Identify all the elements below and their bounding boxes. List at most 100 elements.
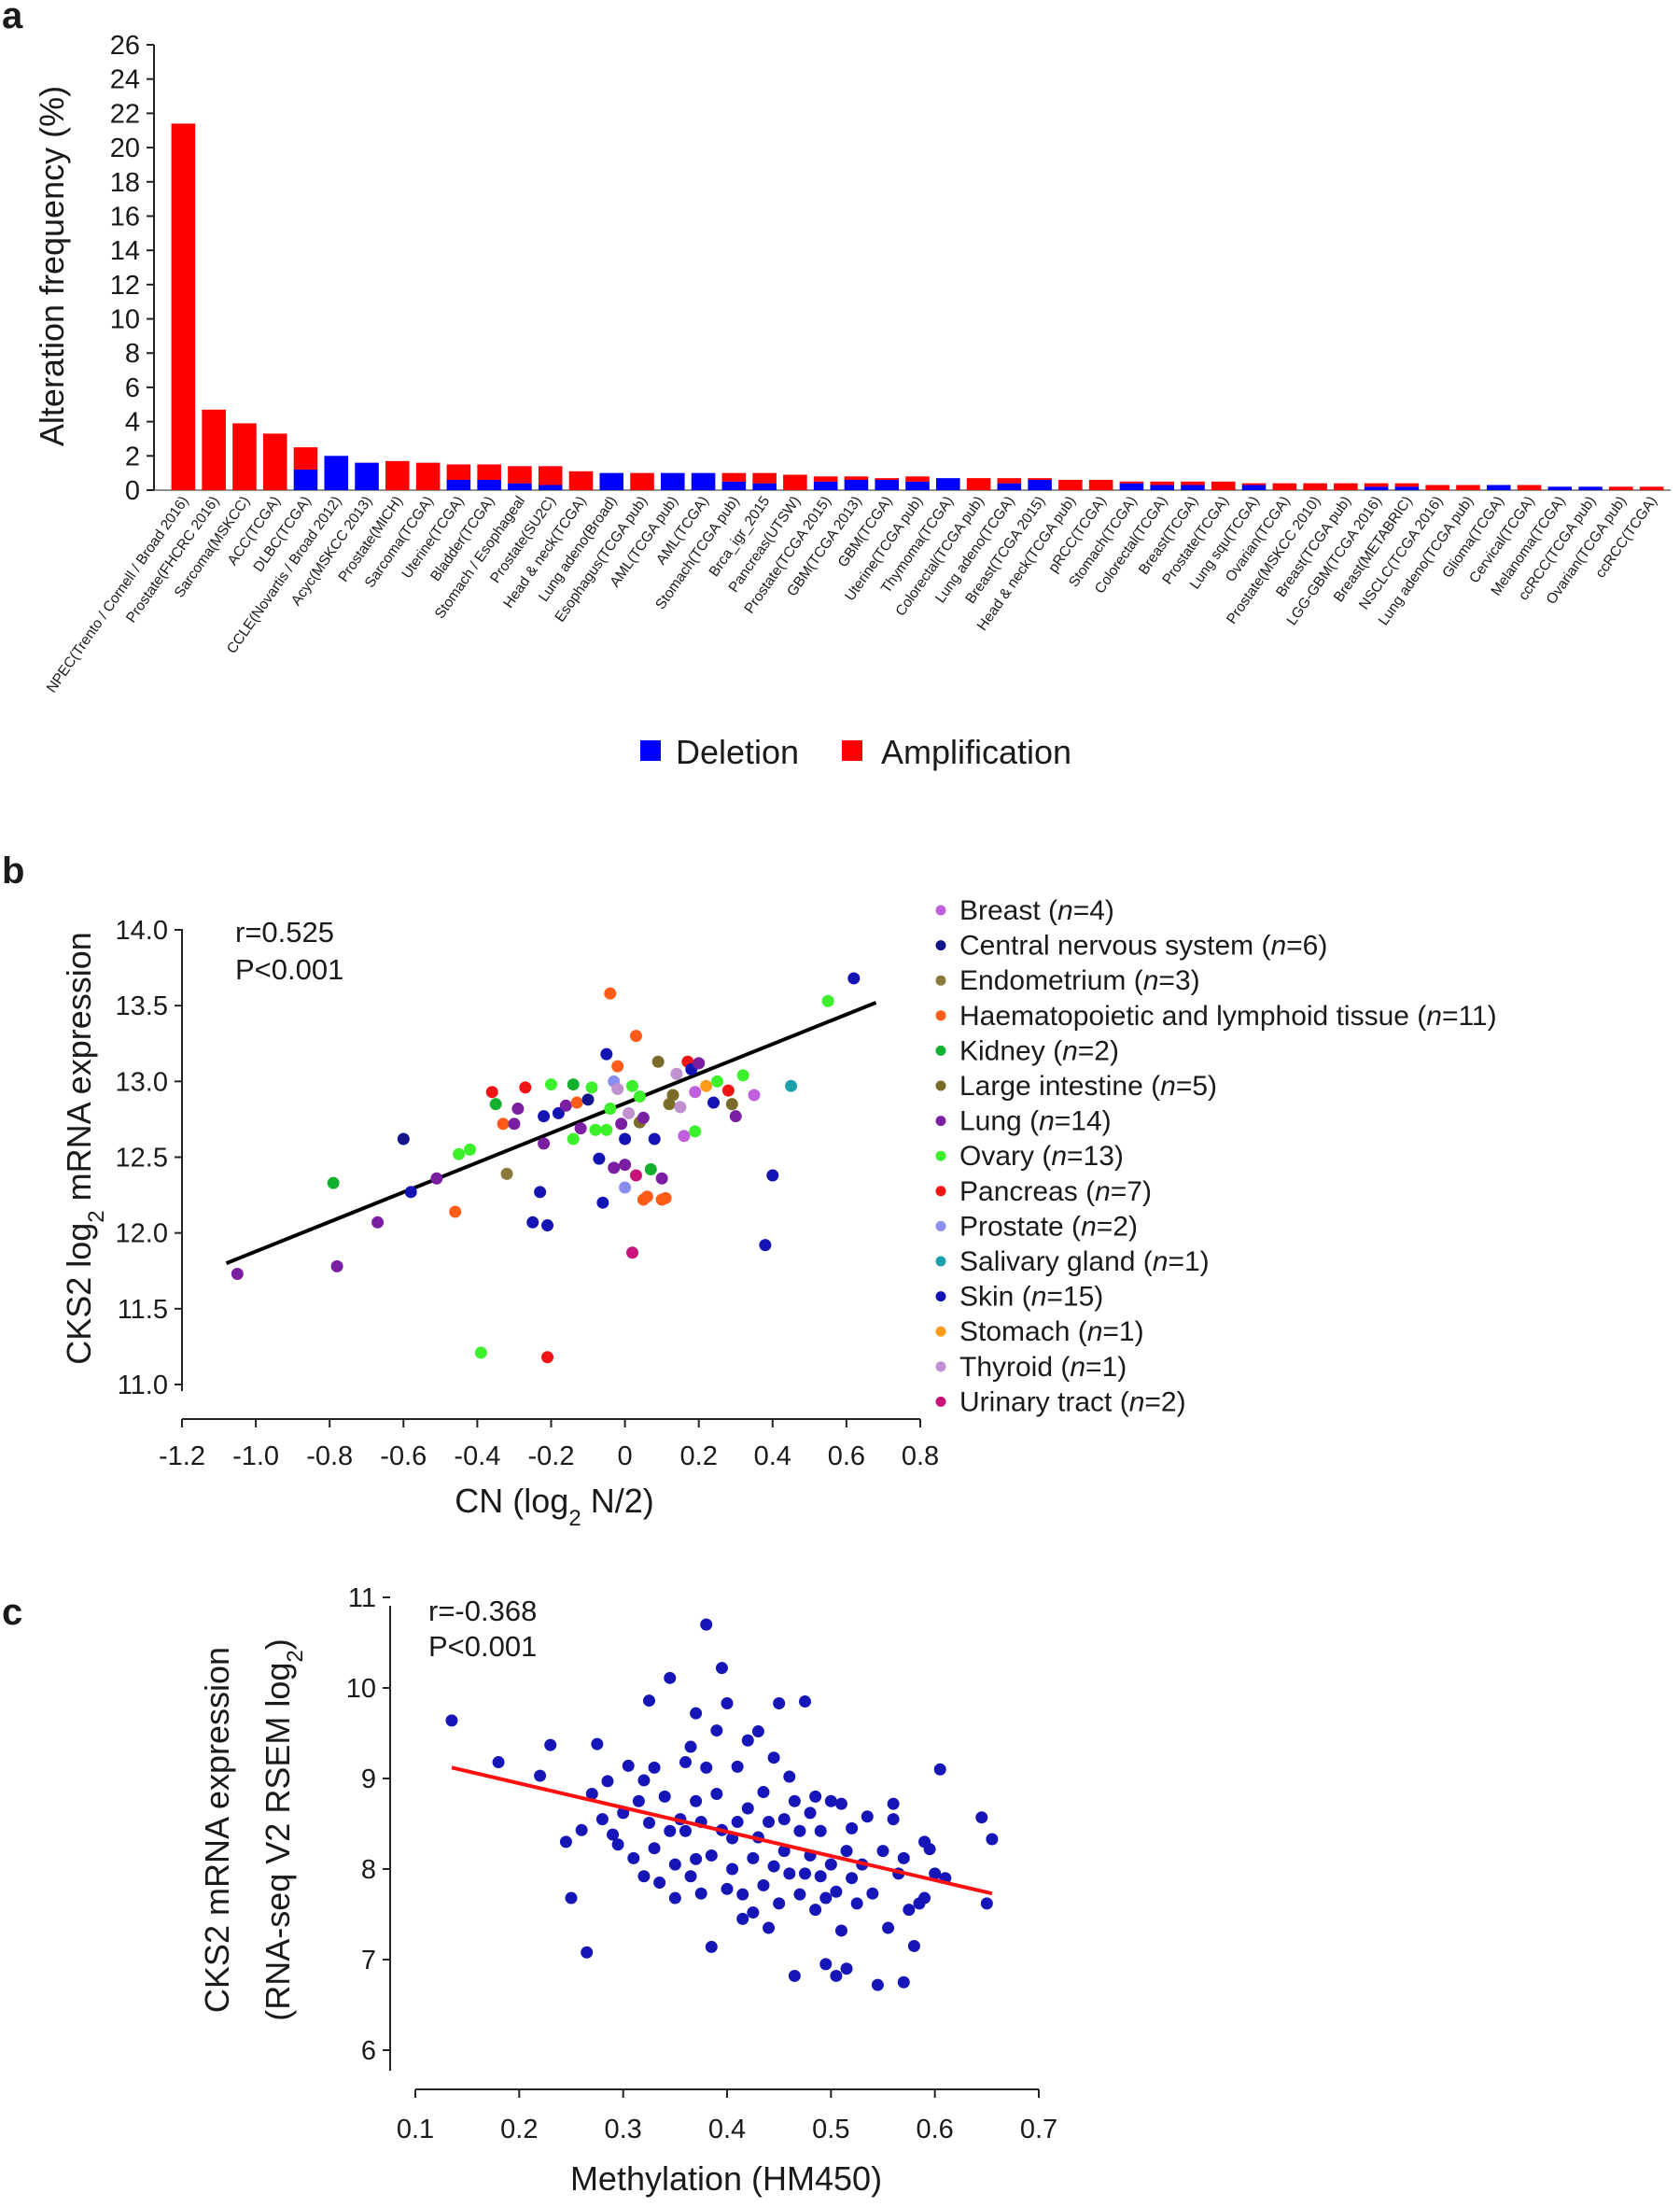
bar-amplification	[905, 476, 930, 482]
panel-c-r-value: r=-0.368	[428, 1595, 537, 1627]
legend-entry: Pancreas (n=7)	[959, 1176, 1152, 1207]
scatter-point	[767, 1860, 780, 1873]
scatter-point	[604, 987, 617, 1000]
scatter-point	[710, 1075, 723, 1088]
panel-b-y-tick-label: 14.0	[116, 916, 168, 946]
legend-marker	[935, 940, 946, 951]
bar-deletion	[293, 469, 318, 490]
bar-amplification	[568, 471, 594, 490]
panel-a-y-tick-label: 16	[110, 202, 140, 232]
legend-entry: Salivary gland (n=1)	[959, 1246, 1210, 1277]
scatter-point	[918, 1891, 931, 1905]
legend-marker	[935, 905, 946, 916]
bar-amplification	[477, 464, 501, 480]
bar-amplification	[1181, 481, 1205, 485]
bar-deletion	[1150, 485, 1174, 490]
bar-amplification	[538, 466, 563, 485]
scatter-point	[659, 1191, 672, 1204]
legend-deletion-swatch	[640, 740, 661, 761]
bar-amplification	[1425, 485, 1449, 490]
scatter-point	[757, 1786, 770, 1799]
scatter-point	[689, 1125, 702, 1138]
bar-amplification	[1334, 483, 1358, 490]
scatter-point	[773, 1696, 786, 1709]
panel-a-bars	[171, 123, 1664, 490]
scatter-point	[449, 1205, 462, 1218]
scatter-point	[721, 1084, 735, 1097]
bar-deletion	[997, 483, 1022, 490]
scatter-point	[830, 1885, 843, 1898]
scatter-point	[700, 1761, 713, 1774]
panel-b-y-tick-label: 11.5	[118, 1295, 168, 1325]
scatter-point	[615, 1118, 628, 1131]
scatter-point	[445, 1714, 458, 1727]
scatter-point	[619, 1132, 632, 1146]
legend-marker	[935, 1396, 946, 1407]
scatter-point	[619, 1159, 632, 1172]
scatter-point	[637, 1111, 650, 1124]
bar-deletion	[1578, 486, 1603, 490]
scatter-point	[741, 1734, 754, 1747]
panel-c-x-ticks: 0.1 0.2 0.3 0.4 0.5 0.6 0.7	[397, 2089, 1057, 2144]
scatter-point	[819, 1958, 833, 1971]
panel-b-r-value: r=0.525	[235, 916, 334, 949]
panel-a-y-tick-label: 6	[125, 373, 140, 403]
legend-amplification-swatch	[842, 740, 862, 761]
scatter-point	[679, 1824, 692, 1837]
bar-amplification	[721, 472, 747, 482]
scatter-point	[903, 1904, 916, 1917]
scatter-point	[567, 1078, 580, 1091]
scatter-point	[492, 1756, 505, 1769]
scatter-point	[604, 1103, 617, 1116]
scatter-point	[887, 1797, 900, 1810]
bar-deletion	[752, 483, 777, 490]
bar-deletion	[661, 472, 685, 490]
scatter-point	[834, 1924, 847, 1937]
panel-b-x-tick-label: -0.8	[306, 1441, 353, 1471]
scatter-point	[897, 1851, 910, 1864]
scatter-point	[777, 1813, 791, 1826]
bar-deletion	[446, 479, 471, 490]
panel-c-y-ticks: 6 7 8 9 10 11	[346, 1583, 390, 2066]
scatter-point	[626, 1079, 639, 1092]
bar-amplification	[385, 460, 410, 490]
bar-amplification	[293, 447, 318, 470]
bar-amplification	[1517, 485, 1542, 490]
scatter-point	[866, 1887, 879, 1900]
panel-c-x-axis-title: Methylation (HM450)	[570, 2159, 882, 2198]
panel-a-y-tick-label: 4	[125, 408, 140, 438]
scatter-point	[861, 1810, 874, 1823]
panel-c-y-axis-title-line2: (RNA-seq V2 RSEM log2)	[259, 1638, 308, 2020]
scatter-point	[648, 1761, 661, 1774]
bar-amplification	[415, 462, 441, 490]
panel-c-y-tick-label: 9	[361, 1764, 376, 1794]
scatter-point	[804, 1806, 817, 1820]
scatter-point	[700, 1079, 713, 1092]
scatter-point	[574, 1122, 587, 1135]
bar-deletion	[355, 462, 379, 490]
scatter-point	[850, 1897, 863, 1910]
bar-amplification	[262, 433, 287, 490]
scatter-point	[834, 1797, 847, 1810]
bar-amplification	[1119, 481, 1144, 484]
scatter-point	[777, 1845, 791, 1858]
scatter-point	[538, 1137, 551, 1150]
scatter-point	[726, 1863, 739, 1876]
scatter-point	[664, 1824, 677, 1837]
bar-amplification	[966, 478, 991, 490]
scatter-point	[632, 1794, 645, 1807]
panel-a-y-tick-label: 26	[110, 31, 140, 61]
scatter-point	[710, 1724, 723, 1737]
scatter-point	[552, 1106, 565, 1119]
scatter-point	[627, 1851, 640, 1864]
panel-b-x-ticks: -1.2 -1.0 -0.8 -0.6 -0.4 -0.2 0 0.2 0.4 0.6 0.8	[159, 1419, 939, 1471]
scatter-point	[897, 1975, 910, 1989]
scatter-point	[371, 1216, 385, 1229]
scatter-point	[619, 1181, 632, 1194]
scatter-point	[595, 1813, 609, 1826]
legend-entry: Lung (n=14)	[959, 1106, 1112, 1137]
scatter-point	[783, 1770, 796, 1783]
panel-a-y-tick-label: 2	[125, 442, 140, 471]
scatter-point	[474, 1346, 487, 1359]
scatter-point	[544, 1738, 557, 1751]
